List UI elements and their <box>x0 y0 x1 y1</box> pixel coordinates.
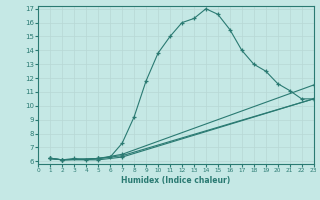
X-axis label: Humidex (Indice chaleur): Humidex (Indice chaleur) <box>121 176 231 185</box>
